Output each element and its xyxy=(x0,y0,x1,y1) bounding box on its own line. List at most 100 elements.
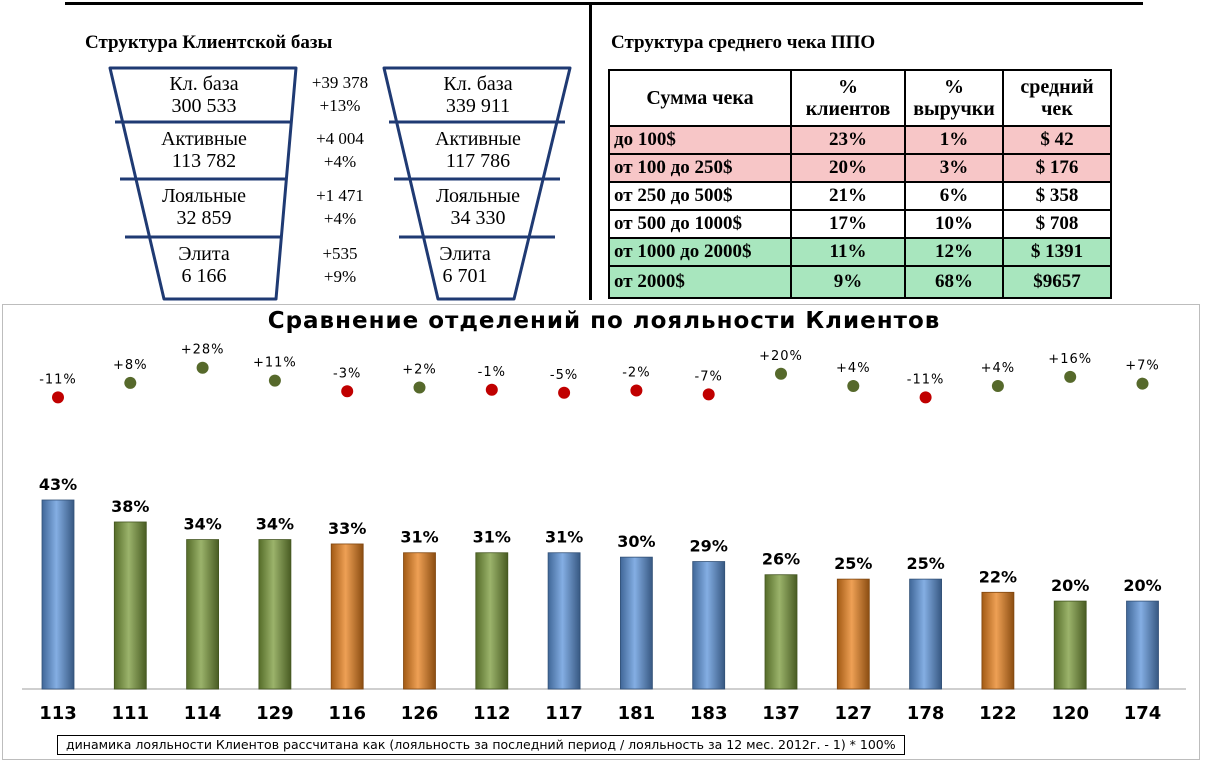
delta-pct: +13% xyxy=(319,96,361,115)
header-revenue: % выручки xyxy=(904,69,1004,127)
category-label: 129 xyxy=(256,703,294,724)
dynamics-dot xyxy=(775,367,787,380)
funnel-before-level-4: Элита 6 166 xyxy=(130,243,278,287)
dynamics-dot xyxy=(847,379,860,392)
dynamics-label: -7% xyxy=(695,369,723,384)
cell-clients: 9% xyxy=(790,265,906,299)
cell-range: от 100 до 250$ xyxy=(608,153,792,183)
bar-183 xyxy=(692,561,726,690)
bar-120 xyxy=(1053,600,1087,690)
table-row: от 2000$ 9% 68% $9657 xyxy=(608,265,1112,299)
dynamics-label: +4% xyxy=(981,361,1016,376)
table-header-row: Сумма чека % клиентов % выручки средний … xyxy=(608,69,1112,127)
level-label: Кл. база xyxy=(169,73,239,95)
bar-122 xyxy=(981,591,1015,690)
delta-pct: +4% xyxy=(323,209,357,228)
category-label: 117 xyxy=(545,703,583,724)
bar-value-label: 38% xyxy=(111,497,149,516)
delta-abs: +535 xyxy=(322,244,358,263)
header-avg: средний чек xyxy=(1002,69,1112,127)
dynamics-dot xyxy=(341,385,354,398)
bar-112 xyxy=(475,552,509,690)
category-label: 112 xyxy=(473,703,511,724)
cell-avg: $ 176 xyxy=(1002,153,1112,183)
delta-abs: +1 471 xyxy=(316,186,364,205)
cell-avg: $ 708 xyxy=(1002,209,1112,239)
bar-value-label: 26% xyxy=(762,550,800,569)
table-row: до 100$ 23% 1% $ 42 xyxy=(608,125,1112,155)
bar-value-label: 30% xyxy=(617,532,655,551)
footnote: динамика лояльности Клиентов рассчитана … xyxy=(57,735,905,755)
bar-181 xyxy=(620,556,653,690)
dynamics-dot xyxy=(268,374,281,387)
dynamics-label: +8% xyxy=(113,358,148,373)
table-row: от 1000 до 2000$ 11% 12% $ 1391 xyxy=(608,237,1112,267)
cell-clients: 21% xyxy=(790,181,906,211)
dynamics-dot xyxy=(991,379,1004,392)
delta-level-3: +1 471 +4% xyxy=(300,184,380,230)
dynamics-label: +7% xyxy=(1125,359,1160,374)
cell-range: от 1000 до 2000$ xyxy=(608,237,792,267)
category-label: 122 xyxy=(979,703,1017,724)
dynamics-label: +28% xyxy=(181,343,225,358)
funnel-after-level-1: Кл. база 339 911 xyxy=(384,73,572,117)
delta-level-4: +535 +9% xyxy=(300,242,380,288)
dynamics-label: -1% xyxy=(478,365,506,380)
cell-clients: 17% xyxy=(790,209,906,239)
bar-value-label: 25% xyxy=(906,554,944,573)
funnel-after-level-3: Лояльные 34 330 xyxy=(384,185,572,229)
dynamics-dot xyxy=(702,388,715,401)
bar-value-label: 20% xyxy=(1051,576,1089,595)
cell-revenue: 3% xyxy=(904,153,1004,183)
dynamics-label: +20% xyxy=(759,349,803,364)
delta-abs: +39 378 xyxy=(311,73,369,92)
cell-clients: 23% xyxy=(790,125,906,155)
level-value: 339 911 xyxy=(445,95,511,117)
bar-value-label: 31% xyxy=(473,528,511,547)
table-row: от 500 до 1000$ 17% 10% $ 708 xyxy=(608,209,1112,239)
header-clients-text: % клиентов xyxy=(805,76,891,120)
category-label: 126 xyxy=(401,703,439,724)
table-row: от 250 до 500$ 21% 6% $ 358 xyxy=(608,181,1112,211)
bar-value-label: 31% xyxy=(400,528,438,547)
dynamics-label: +2% xyxy=(402,362,437,377)
delta-pct: +9% xyxy=(323,267,357,286)
level-label: Активные xyxy=(161,128,247,150)
header-clients: % клиентов xyxy=(790,69,906,127)
bar-129 xyxy=(258,539,292,690)
funnel-before-level-3: Лояльные 32 859 xyxy=(110,185,298,229)
level-value: 32 859 xyxy=(176,207,232,229)
dynamics-dot xyxy=(52,391,64,404)
category-label: 137 xyxy=(762,703,800,724)
level-label: Элита xyxy=(439,243,491,265)
bar-178 xyxy=(909,578,942,690)
dynamics-dot xyxy=(919,391,932,404)
top-border-left xyxy=(65,2,589,5)
chart-frame xyxy=(2,304,1200,760)
dynamics-label: -5% xyxy=(550,368,578,383)
category-label: 178 xyxy=(907,703,945,724)
category-label: 174 xyxy=(1124,703,1162,724)
funnel-after-level-4: Элита 6 701 xyxy=(410,243,520,287)
avg-check-table: Сумма чека % клиентов % выручки средний … xyxy=(608,69,1112,299)
cell-avg: $ 42 xyxy=(1002,125,1112,155)
category-label: 183 xyxy=(690,703,728,724)
level-label: Кл. база xyxy=(443,73,513,95)
bar-174 xyxy=(1126,600,1159,690)
chart-title: Сравнение отделений по лояльности Клиент… xyxy=(267,308,941,334)
level-label: Лояльные xyxy=(161,185,246,207)
cell-clients: 20% xyxy=(790,153,906,183)
dynamics-dot xyxy=(413,381,426,394)
bar-value-label: 25% xyxy=(834,554,872,573)
category-label: 120 xyxy=(1051,703,1089,724)
category-label: 113 xyxy=(39,703,77,724)
cell-revenue: 10% xyxy=(904,209,1004,239)
level-value: 117 786 xyxy=(445,150,511,172)
header-revenue-text: % выручки xyxy=(913,76,995,120)
level-value: 34 330 xyxy=(450,207,506,229)
bar-value-label: 29% xyxy=(690,537,728,556)
bar-value-label: 43% xyxy=(39,475,77,494)
dynamics-dot xyxy=(1064,370,1077,383)
cell-avg: $ 358 xyxy=(1002,181,1112,211)
dynamics-label: -3% xyxy=(333,366,361,381)
